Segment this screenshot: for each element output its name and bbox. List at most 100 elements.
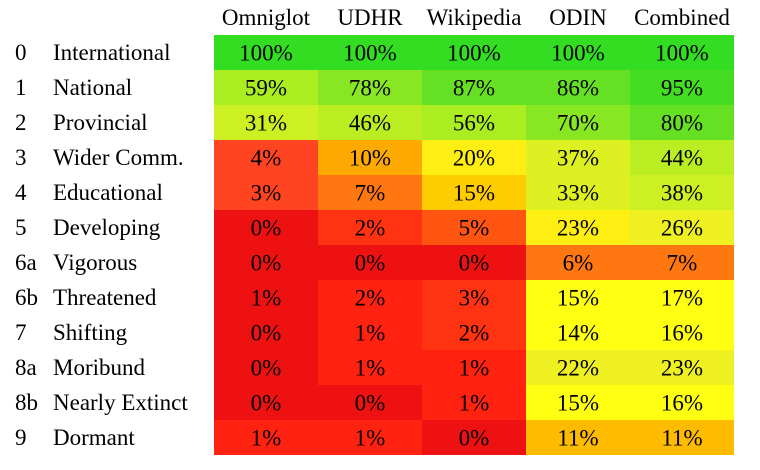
cell-value-label: 80%: [661, 111, 703, 136]
cell-value-label: 38%: [661, 181, 703, 206]
row-label: 5 Developing: [0, 210, 214, 245]
heatmap-cell: [526, 210, 630, 245]
cell-value-label: 16%: [661, 391, 703, 416]
heatmap-cell: [526, 35, 630, 70]
cell-value-label: 59%: [245, 76, 287, 101]
row-label: 2 Provincial: [0, 105, 214, 140]
heatmap-cell: [526, 350, 630, 385]
row-name-label: Dormant: [53, 425, 135, 450]
heatmap-cell: [526, 70, 630, 105]
cell-value-label: 100%: [655, 41, 709, 66]
row-name-label: Shifting: [53, 320, 128, 345]
cell-value-label: 0%: [459, 251, 490, 276]
heatmap-cell: [526, 420, 630, 455]
cell-value-label: 1%: [355, 426, 386, 451]
row-id-label: 4: [15, 180, 27, 205]
cell-value-label: 0%: [251, 216, 282, 241]
heatmap-cell: [214, 315, 318, 350]
heatmap-cell: [318, 385, 422, 420]
cell-value-label: 2%: [459, 321, 490, 346]
row-label: 0 International: [0, 35, 214, 70]
cell-value-label: 11%: [557, 426, 598, 451]
heatmap-cell: [526, 315, 630, 350]
heatmap-cell: [214, 70, 318, 105]
row-label: 1 National: [0, 70, 214, 105]
heatmap-cell: [214, 210, 318, 245]
heatmap-cell: [526, 245, 630, 280]
row-label: 3 Wider Comm.: [0, 140, 214, 175]
row-label: 7 Shifting: [0, 315, 214, 350]
cell-value-label: 95%: [661, 76, 703, 101]
cell-value-label: 1%: [459, 391, 490, 416]
row-label: 6a Vigorous: [0, 245, 214, 280]
row-name-label: Threatened: [53, 285, 157, 310]
heatmap-cell: [630, 70, 734, 105]
column-header: Omniglot: [221, 5, 311, 30]
heatmap-cell: [422, 280, 526, 315]
heatmap-cell: [630, 35, 734, 70]
heatmap-cell: [630, 140, 734, 175]
cell-value-label: 1%: [355, 321, 386, 346]
heatmap-cell: [318, 105, 422, 140]
cell-value-label: 44%: [661, 146, 703, 171]
heatmap-cell: [318, 35, 422, 70]
row-label: 8b Nearly Extinct: [0, 385, 214, 420]
row-name-label: National: [53, 75, 133, 100]
column-header: Wikipedia: [426, 5, 522, 30]
cell-value-label: 15%: [453, 181, 495, 206]
cell-value-label: 6%: [563, 251, 594, 276]
heatmap-cell: [526, 280, 630, 315]
row-id-label: 7: [15, 320, 27, 345]
row-id-label: 0: [15, 40, 27, 65]
cell-value-label: 86%: [557, 76, 599, 101]
row-id-label: 8b: [15, 390, 38, 415]
row-name-label: Moribund: [53, 355, 145, 380]
cell-value-label: 1%: [251, 426, 282, 451]
cell-value-label: 17%: [661, 286, 703, 311]
cell-value-label: 0%: [251, 321, 282, 346]
heatmap-cell: [422, 420, 526, 455]
heatmap-cells: 100% 100% 100% 100% 100% 59% 78% 87% 86% 95% 31% 46…: [214, 35, 734, 455]
cell-value-label: 37%: [557, 146, 599, 171]
heatmap-cell: [318, 175, 422, 210]
heatmap-cell: [526, 175, 630, 210]
heatmap-cell: [422, 70, 526, 105]
cell-value-label: 0%: [251, 251, 282, 276]
cell-value-label: 20%: [453, 146, 495, 171]
heatmap-cell: [318, 70, 422, 105]
cell-value-label: 70%: [557, 111, 599, 136]
cell-value-label: 1%: [355, 356, 386, 381]
heatmap-cell: [526, 385, 630, 420]
cell-value-label: 0%: [251, 391, 282, 416]
row-name-label: Provincial: [53, 110, 148, 135]
heatmap-cell: [526, 140, 630, 175]
column-header: ODIN: [549, 5, 607, 30]
cell-value-label: 0%: [355, 251, 386, 276]
cell-value-label: 11%: [661, 426, 702, 451]
heatmap-cell: [630, 175, 734, 210]
row-id-label: 2: [15, 110, 27, 135]
heatmap-cell: [630, 245, 734, 280]
heatmap-cell: [422, 105, 526, 140]
cell-value-label: 15%: [557, 286, 599, 311]
cell-value-label: 100%: [447, 41, 501, 66]
cell-value-label: 33%: [557, 181, 599, 206]
cell-value-label: 2%: [355, 216, 386, 241]
heatmap-cell: [422, 315, 526, 350]
heatmap-cell: [630, 105, 734, 140]
row-id-label: 3: [15, 145, 27, 170]
heatmap-cell: [318, 245, 422, 280]
heatmap-cell: [422, 35, 526, 70]
row-id-label: 6a: [15, 250, 37, 275]
cell-value-label: 15%: [557, 391, 599, 416]
cell-value-label: 1%: [459, 356, 490, 381]
cell-value-label: 2%: [355, 286, 386, 311]
cell-value-label: 10%: [349, 146, 391, 171]
heatmap-cell: [630, 385, 734, 420]
heatmap-cell: [630, 210, 734, 245]
heatmap-cell: [318, 315, 422, 350]
cell-value-label: 3%: [251, 181, 282, 206]
row-id-label: 6b: [15, 285, 38, 310]
row-name-label: International: [53, 40, 171, 65]
